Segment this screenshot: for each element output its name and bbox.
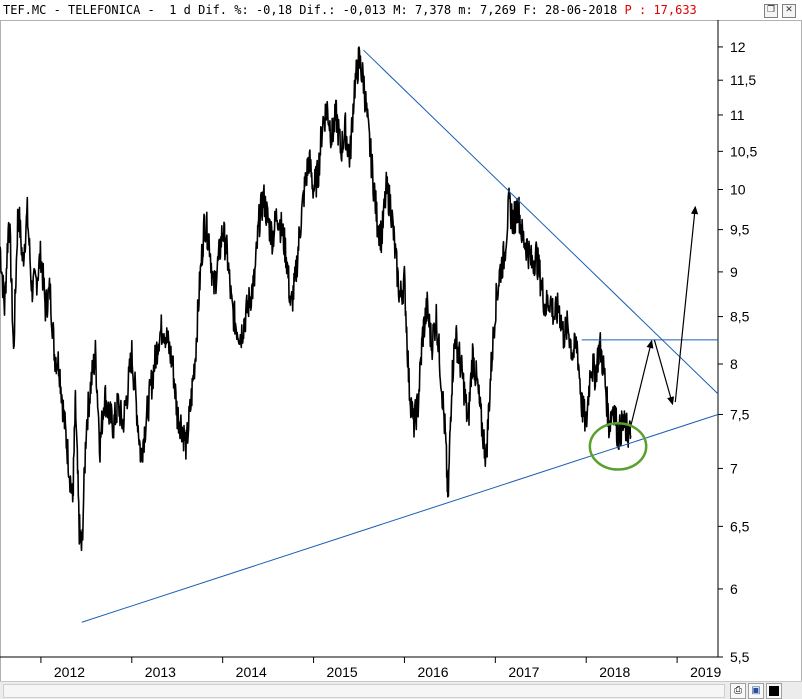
period: 1 d: [169, 3, 191, 17]
y-tick-label: 10: [730, 181, 746, 197]
y-tick-label: 8: [730, 356, 738, 372]
price-series-line: [0, 46, 632, 552]
x-tick-label: 2013: [145, 664, 176, 680]
projection-arrow: [653, 339, 675, 406]
projection-arrow: [626, 339, 654, 442]
projection-arrow: [674, 205, 699, 403]
dif-pct-value: -0,18: [255, 3, 293, 17]
x-tick-label: 2012: [54, 664, 85, 680]
y-tick-label: 9: [730, 264, 738, 280]
x-tick-label: 2018: [599, 664, 630, 680]
date-label: F:: [523, 3, 538, 17]
min-value: 7,269: [479, 3, 517, 17]
x-tick-label: 2016: [417, 664, 448, 680]
instrument-name: TELEFONICA: [68, 3, 141, 17]
max-value: 7,378: [414, 3, 452, 17]
horizontal-scrollbar[interactable]: [3, 684, 725, 698]
bottom-toolbar: ⎙ ▣: [0, 681, 802, 699]
price-label: P :: [624, 3, 647, 17]
y-tick-label: 6: [730, 581, 738, 597]
dif-label: Dif.:: [299, 3, 336, 17]
y-tick-label: 10,5: [730, 143, 757, 159]
min-label: m:: [458, 3, 473, 17]
x-tick-label: 2019: [690, 664, 721, 680]
color-swatch: [769, 686, 779, 696]
y-tick-label: 7,5: [730, 406, 750, 422]
highlight-ellipse: [588, 422, 648, 471]
support-trendline: [81, 413, 719, 623]
max-label: M:: [393, 3, 408, 17]
y-tick-label: 7: [730, 460, 738, 476]
x-tick-label: 2015: [327, 664, 358, 680]
y-tick-label: 11,5: [730, 72, 756, 88]
chart-title-bar: TEF.MC - TELEFONICA - 1 d Dif. %: -0,18 …: [0, 0, 763, 20]
dif-value: -0,013: [342, 3, 387, 17]
x-tick-label: 2014: [236, 664, 267, 680]
y-tick-label: 5,5: [730, 649, 750, 665]
y-tick-label: 8,5: [730, 309, 750, 325]
resistance-trendline: [363, 49, 719, 395]
color-box-icon[interactable]: [766, 683, 782, 699]
x-tick-label: 2017: [508, 664, 539, 680]
restore-window-button[interactable]: ❐: [764, 4, 778, 18]
y-tick-label: 12: [730, 39, 746, 55]
y-tick-label: 11: [730, 107, 745, 123]
save-icon[interactable]: ▣: [748, 683, 764, 699]
price-value: 17,633: [653, 3, 697, 17]
dif-pct-label: Dif. %:: [198, 3, 249, 17]
date-value: 28-06-2018: [545, 3, 618, 17]
y-tick-label: 6,5: [730, 518, 750, 534]
y-tick-label: 9,5: [730, 222, 750, 238]
close-window-button[interactable]: ✕: [782, 4, 796, 18]
print-icon[interactable]: ⎙: [730, 683, 746, 699]
symbol: TEF.MC: [3, 3, 47, 17]
